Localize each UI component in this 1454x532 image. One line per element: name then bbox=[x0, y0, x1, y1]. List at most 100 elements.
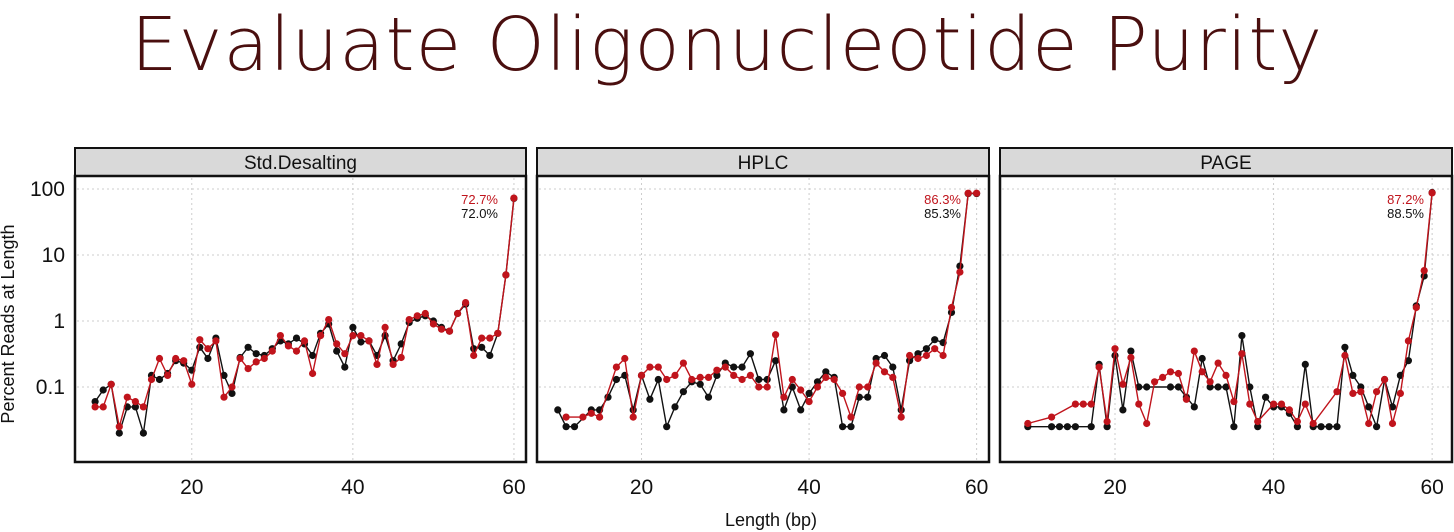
data-point bbox=[1412, 303, 1420, 312]
purity-annotation: 72.0% bbox=[461, 206, 498, 221]
data-point bbox=[847, 413, 855, 421]
data-point bbox=[864, 383, 872, 391]
data-point bbox=[1341, 343, 1349, 351]
data-point bbox=[788, 375, 796, 384]
data-point bbox=[252, 358, 260, 366]
data-point bbox=[1381, 375, 1389, 384]
data-point bbox=[621, 354, 629, 363]
series-red bbox=[91, 194, 518, 431]
data-point bbox=[470, 351, 478, 360]
data-point bbox=[654, 363, 662, 371]
data-point bbox=[1222, 383, 1230, 391]
data-point bbox=[115, 429, 123, 437]
panel-1: HPLC 20 40 60 86.3%85.3% bbox=[535, 147, 991, 499]
data-point bbox=[1349, 371, 1357, 379]
data-point bbox=[494, 329, 502, 337]
data-point bbox=[1325, 423, 1333, 431]
data-point bbox=[131, 403, 139, 411]
data-point bbox=[309, 369, 317, 378]
data-point bbox=[772, 331, 780, 339]
data-point bbox=[1151, 378, 1159, 386]
data-point bbox=[956, 268, 964, 276]
panel-strip bbox=[999, 147, 1453, 177]
data-point bbox=[1095, 363, 1103, 371]
data-point bbox=[1087, 400, 1095, 408]
data-point bbox=[730, 363, 738, 371]
data-point bbox=[1063, 423, 1071, 431]
data-point bbox=[1174, 369, 1182, 378]
data-point bbox=[147, 375, 156, 384]
data-point bbox=[1135, 400, 1143, 408]
panel-strip bbox=[536, 147, 990, 177]
data-point bbox=[188, 380, 196, 388]
data-point bbox=[139, 403, 147, 411]
data-point bbox=[333, 347, 341, 355]
data-point bbox=[1270, 400, 1278, 408]
data-point bbox=[1214, 383, 1222, 391]
x-tick-label: 40 bbox=[1262, 476, 1285, 499]
y-axis-title: Percent Reads at Length bbox=[0, 224, 18, 423]
data-point bbox=[1357, 388, 1365, 396]
data-point bbox=[1230, 398, 1238, 406]
data-point bbox=[570, 423, 579, 431]
data-point bbox=[654, 375, 662, 384]
data-point bbox=[973, 189, 981, 197]
data-point bbox=[244, 365, 252, 373]
data-point bbox=[1182, 395, 1190, 403]
data-point bbox=[1317, 423, 1325, 431]
data-point bbox=[947, 303, 956, 312]
data-point bbox=[629, 413, 637, 421]
data-point bbox=[889, 363, 897, 371]
data-point bbox=[931, 345, 939, 353]
data-point bbox=[349, 323, 357, 331]
x-axis-title: Length (bp) bbox=[725, 510, 817, 530]
x-tick-label: 20 bbox=[630, 476, 653, 499]
data-point bbox=[99, 386, 107, 394]
data-point bbox=[813, 378, 822, 386]
data-point bbox=[486, 351, 494, 360]
y-tick-label: 10 bbox=[42, 244, 65, 267]
data-point bbox=[172, 354, 180, 363]
data-point bbox=[679, 388, 688, 396]
data-point bbox=[797, 386, 805, 394]
data-point bbox=[268, 347, 276, 355]
data-point bbox=[1127, 347, 1135, 355]
data-point bbox=[437, 325, 446, 333]
data-point bbox=[1341, 351, 1349, 360]
data-point bbox=[333, 340, 341, 348]
data-point bbox=[1238, 332, 1246, 340]
data-point bbox=[663, 375, 671, 384]
data-point bbox=[155, 375, 164, 384]
data-point bbox=[788, 383, 796, 391]
data-point bbox=[276, 332, 284, 340]
data-point bbox=[123, 393, 131, 401]
data-point bbox=[421, 309, 429, 318]
panel-strip-label: HPLC bbox=[738, 153, 789, 174]
data-point bbox=[1079, 400, 1087, 408]
data-point bbox=[612, 363, 621, 371]
y-tick-label: 1 bbox=[53, 310, 65, 333]
data-point bbox=[1365, 403, 1373, 411]
panel-strip-label: Std.Desalting bbox=[244, 153, 357, 174]
data-point bbox=[1111, 345, 1119, 353]
data-point bbox=[164, 371, 172, 379]
data-point bbox=[880, 368, 889, 376]
data-point bbox=[562, 413, 570, 421]
data-point bbox=[663, 423, 671, 431]
data-point bbox=[502, 271, 510, 279]
data-point bbox=[822, 373, 830, 381]
data-point bbox=[300, 337, 309, 345]
data-point bbox=[180, 357, 188, 365]
data-point bbox=[260, 354, 268, 363]
data-point bbox=[510, 194, 518, 202]
data-point bbox=[872, 359, 880, 367]
data-point bbox=[309, 351, 317, 360]
data-point bbox=[1127, 353, 1135, 362]
data-point bbox=[696, 380, 704, 388]
data-point bbox=[1143, 419, 1151, 428]
y-tick-label: 0.1 bbox=[36, 376, 65, 399]
data-point bbox=[373, 360, 381, 368]
data-point bbox=[763, 383, 771, 391]
data-point bbox=[671, 403, 679, 411]
data-point bbox=[292, 334, 301, 342]
